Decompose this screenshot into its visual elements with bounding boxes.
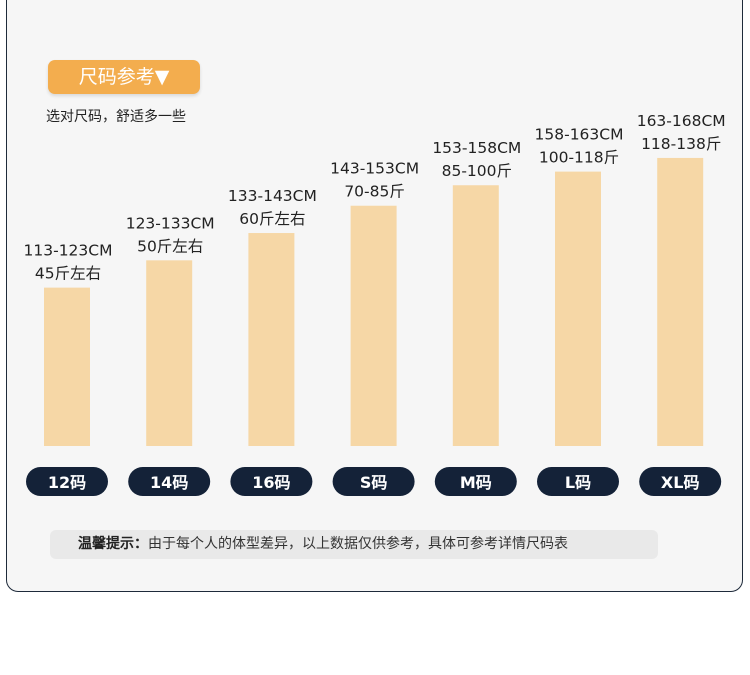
size-chart: 113-123CM 45斤左右 12码 123-133CM 50斤左右 14码 133-14… — [24, 112, 726, 496]
bar-5 — [555, 171, 601, 446]
bar-3 — [350, 205, 397, 446]
size-pill — [434, 467, 517, 496]
height-range-label: 153-158CM — [432, 139, 521, 157]
size-pill — [128, 467, 211, 496]
weight-label: 118-138斤 — [641, 135, 721, 153]
height-range-label: 133-143CM — [228, 187, 317, 205]
height-range-label: 158-163CM — [535, 126, 624, 144]
size-category-label: S码 — [360, 473, 388, 492]
weight-label: 50斤左右 — [137, 237, 203, 255]
bar-1 — [146, 260, 193, 446]
weight-label: 60斤左右 — [239, 210, 305, 228]
size-pill — [537, 467, 619, 496]
size-category-label: M码 — [460, 473, 492, 492]
height-range-label: 163-168CM — [637, 112, 726, 130]
weight-label: 70-85斤 — [344, 183, 405, 201]
size-pill — [639, 467, 722, 496]
size-category-label: L码 — [565, 473, 591, 492]
bar-4 — [452, 185, 499, 447]
size-category-label: 14码 — [150, 473, 188, 492]
bar-0 — [44, 287, 90, 446]
size-pill — [332, 467, 415, 496]
size-pill — [26, 467, 108, 496]
tip-label: 温馨提示： — [78, 536, 148, 552]
tip-note: 温馨提示：由于每个人的体型差异，以上数据仅供参考，具体可参考详情尺码表 — [50, 530, 658, 559]
size-pill — [230, 467, 313, 496]
size-category-label: 16码 — [252, 473, 290, 492]
weight-label: 100-118斤 — [539, 149, 619, 167]
size-category-label: XL码 — [661, 473, 700, 492]
height-range-label: 143-153CM — [330, 160, 419, 178]
height-range-label: 123-133CM — [126, 214, 215, 232]
bar-2 — [248, 233, 295, 446]
size-category-label: 12码 — [48, 473, 86, 492]
tip-text: 由于每个人的体型差异，以上数据仅供参考，具体可参考详情尺码表 — [148, 536, 568, 552]
weight-label: 45斤左右 — [35, 265, 101, 283]
bar-6 — [657, 157, 704, 446]
weight-label: 85-100斤 — [442, 162, 512, 180]
subtitle: 选对尺码，舒适多一些 — [46, 109, 186, 125]
size-reference-badge: 尺码参考▼ — [48, 60, 200, 94]
height-range-label: 113-123CM — [24, 242, 113, 260]
